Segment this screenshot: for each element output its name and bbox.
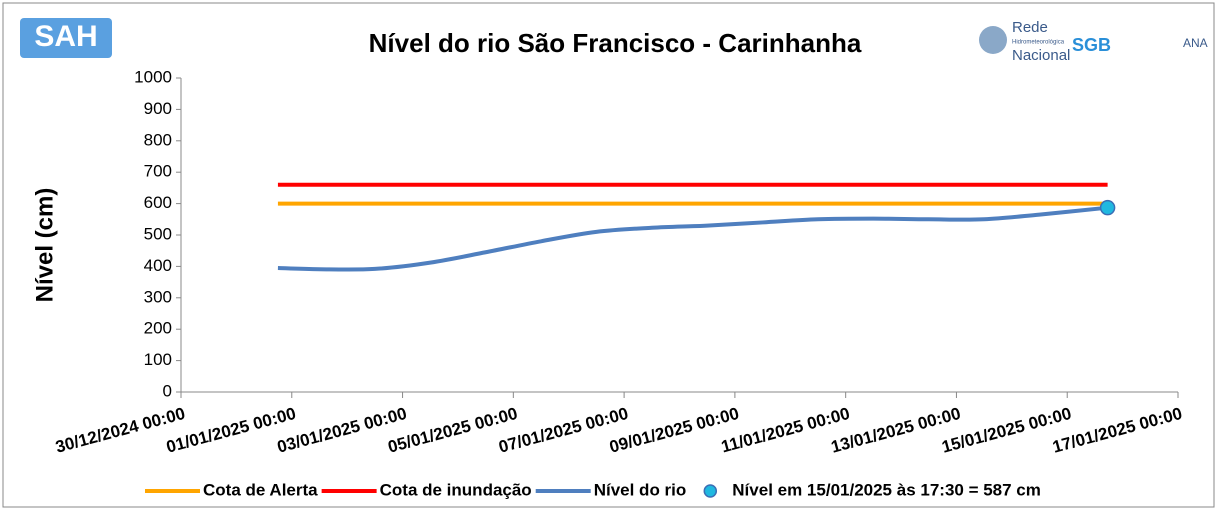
- logo-text: Hidrometeorológica: [1012, 40, 1065, 46]
- legend-label: Nível em 15/01/2025 às 17:30 = 587 cm: [732, 480, 1041, 499]
- y-axis-title: Nível (cm): [31, 188, 58, 303]
- logo-icon: [979, 26, 1007, 54]
- logo-text: SGB: [1072, 35, 1111, 55]
- y-tick-label: 100: [144, 350, 172, 369]
- y-tick-label: 600: [144, 193, 172, 212]
- logo-text: SAH: [34, 20, 97, 53]
- legend-label: Nível do rio: [594, 480, 687, 499]
- y-tick-label: 800: [144, 130, 172, 149]
- y-tick-label: 500: [144, 224, 172, 243]
- legend-marker: [703, 484, 718, 498]
- y-tick-label: 300: [144, 287, 172, 306]
- logo-text: Rede: [1012, 19, 1048, 36]
- line: [277, 205, 1108, 272]
- logo-text: ANA: [1183, 36, 1208, 50]
- y-tick-label: 0: [163, 381, 172, 400]
- y-tick-label: 1000: [134, 67, 172, 86]
- y-tick-label: 900: [144, 99, 172, 118]
- logo-left: SAH: [20, 18, 112, 58]
- marker: [1099, 199, 1116, 216]
- chart-title: Nível do rio São Francisco - Carinhanha: [369, 28, 862, 58]
- logo-text: Nacional: [1012, 47, 1070, 64]
- legend-label: Cota de inundação: [380, 480, 532, 499]
- logo-box: [20, 18, 112, 58]
- y-tick-label: 400: [144, 256, 172, 275]
- logo-right: Rede Hidrometeorológica Nacional SGB ANA: [979, 19, 1208, 64]
- y-tick-label: 700: [144, 162, 172, 181]
- y-tick-label: 200: [144, 319, 172, 338]
- legend-label: Cota de Alerta: [203, 480, 318, 499]
